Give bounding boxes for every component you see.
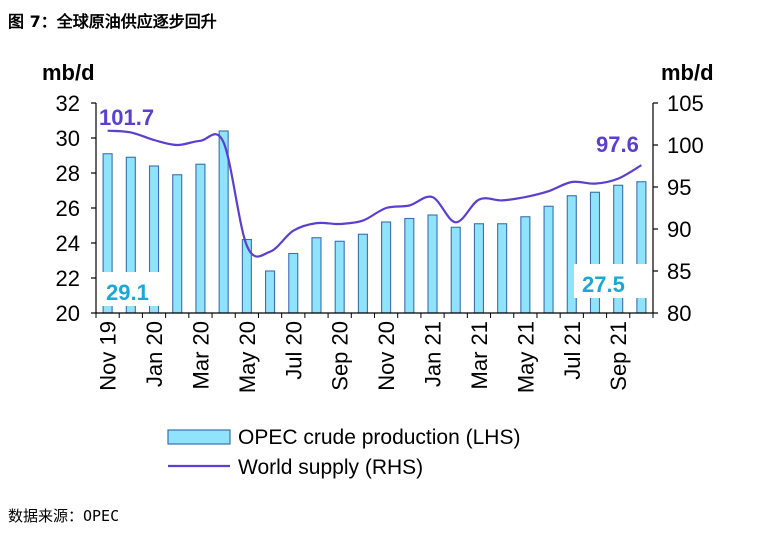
bar — [381, 221, 392, 314]
right-axis-unit: mb/d — [661, 60, 714, 85]
bar-series — [102, 130, 647, 314]
right-tick-label: 95 — [667, 175, 691, 200]
bar — [450, 226, 461, 314]
legend-bar-label: OPEC crude production (LHS) — [238, 426, 520, 449]
right-tick-label: 100 — [667, 133, 704, 158]
x-tick-label: Nov 19 — [96, 321, 121, 391]
right-tick-label: 105 — [667, 91, 704, 116]
bar — [427, 214, 438, 314]
callout-line-first-label: 101.7 — [99, 105, 154, 130]
bar — [497, 223, 508, 314]
bar — [172, 174, 183, 314]
x-tick-label: Sep 21 — [606, 321, 631, 391]
right-axis: 80 85 90 95 100 105 — [652, 91, 704, 326]
legend-bar-swatch — [167, 429, 231, 445]
bar — [195, 163, 206, 314]
x-tick-label: Mar 20 — [188, 321, 213, 389]
left-tick-label: 32 — [56, 91, 80, 116]
x-tick-label: Sep 20 — [328, 321, 353, 391]
figure-title: 图 7：全球原油供应逐步回升 — [8, 12, 217, 31]
bar — [520, 216, 531, 314]
bar — [473, 223, 484, 314]
bar — [218, 130, 229, 314]
x-tick-label: Nov 20 — [374, 321, 399, 391]
left-axis-unit: mb/d — [42, 60, 95, 85]
x-tick-label: May 21 — [513, 321, 538, 393]
left-tick-label: 22 — [56, 266, 80, 291]
right-tick-label: 90 — [667, 217, 691, 242]
legend: OPEC crude production (LHS) World supply… — [167, 426, 520, 479]
left-axis: 20 22 24 26 28 30 32 — [56, 91, 97, 326]
x-tick-label: Mar 21 — [467, 321, 492, 389]
bar — [288, 252, 299, 314]
callout-bar-first-label: 29.1 — [106, 280, 149, 305]
figure-source: 数据来源：OPEC — [8, 507, 120, 525]
bar — [265, 270, 276, 314]
callout-bar-last-label: 27.5 — [582, 272, 625, 297]
x-tick-label: Jan 20 — [142, 321, 167, 387]
left-tick-label: 24 — [56, 231, 80, 256]
right-tick-label: 80 — [667, 301, 691, 326]
legend-line-label: World supply (RHS) — [238, 456, 423, 479]
x-tick-label: Jul 21 — [560, 321, 585, 380]
bar — [543, 205, 554, 314]
callout-bar-last: 27.5 — [574, 264, 648, 298]
x-tick-label: Jul 20 — [281, 321, 306, 380]
left-tick-label: 20 — [56, 301, 80, 326]
x-tick-label: Jan 21 — [421, 321, 446, 387]
left-tick-label: 30 — [56, 126, 80, 151]
line-series — [107, 129, 642, 258]
callout-line-last-label: 97.6 — [596, 132, 639, 157]
left-tick-label: 28 — [56, 161, 80, 186]
callout-bar-first: 29.1 — [98, 272, 170, 306]
bar — [357, 233, 368, 314]
bar — [311, 237, 322, 314]
bar — [404, 217, 415, 314]
bar — [334, 240, 345, 314]
x-tick-label: May 20 — [235, 321, 260, 393]
right-tick-label: 85 — [667, 259, 691, 284]
left-tick-label: 26 — [56, 196, 80, 221]
x-axis: Nov 19 Jan 20 Mar 20 May 20 Jul 20 Sep 20 Nov … — [95, 312, 654, 393]
